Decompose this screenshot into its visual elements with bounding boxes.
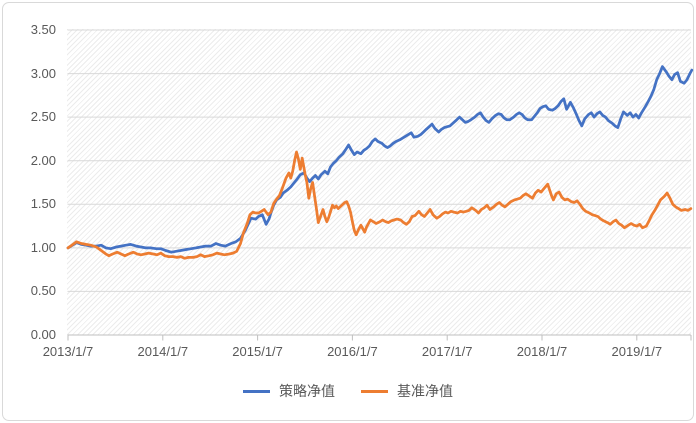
y-tick-label: 0.00 — [30, 327, 56, 342]
plot-area — [67, 29, 691, 335]
x-tick-label: 2018/1/7 — [516, 344, 568, 359]
legend-label-strategy: 策略净值 — [279, 383, 335, 399]
x-tick-label: 2015/1/7 — [232, 344, 283, 359]
legend-item-strategy[interactable]: 策略净值 — [243, 381, 335, 401]
legend-item-benchmark[interactable]: 基准净值 — [361, 381, 453, 401]
y-tick-label: 3.50 — [30, 22, 56, 37]
x-tick-label: 2013/1/7 — [42, 344, 94, 359]
y-tick-label: 1.00 — [30, 239, 56, 255]
y-tick-label: 3.00 — [30, 65, 56, 81]
x-tick-label: 2016/1/7 — [327, 344, 378, 359]
y-tick-label: 2.50 — [30, 109, 56, 125]
y-tick-label: 0.50 — [30, 283, 56, 299]
x-tick-label: 2017/1/7 — [421, 344, 473, 359]
legend-label-benchmark: 基准净值 — [397, 383, 453, 399]
x-tick-label: 2019/1/7 — [611, 344, 663, 359]
strategy-line-swatch — [243, 389, 270, 393]
series-line-strategy[interactable] — [66, 65, 694, 254]
x-tick-label: 2014/1/7 — [137, 344, 189, 359]
series-line-benchmark[interactable] — [66, 150, 693, 260]
benchmark-line-swatch — [361, 389, 388, 393]
y-tick-label: 1.50 — [30, 196, 56, 212]
y-tick-label: 2.00 — [30, 152, 56, 168]
legend: 策略净值 基准净值 — [0, 381, 696, 401]
